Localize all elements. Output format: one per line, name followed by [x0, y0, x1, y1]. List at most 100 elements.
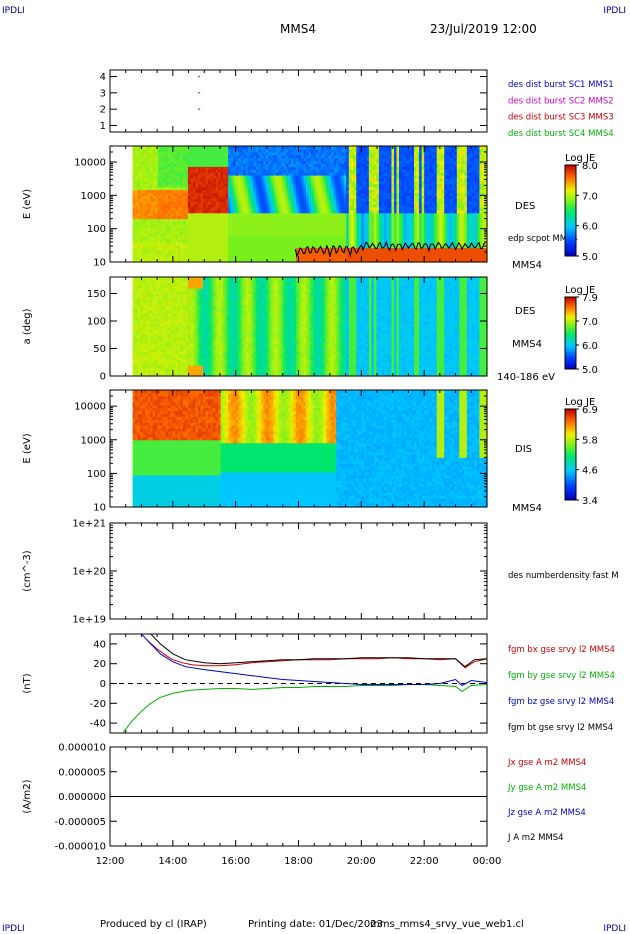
colorbar-tick-label: 6.9 — [582, 405, 598, 416]
y-tick-label: 0.000005 — [58, 767, 106, 778]
des-energy-ylabel: E (eV) — [22, 189, 33, 219]
corner-label-bl: IPDLI — [2, 924, 25, 934]
legend-entry: Jz gse A m2 MMS4 — [507, 808, 586, 818]
y-tick-label: 40 — [93, 639, 106, 650]
y-tick-label: 0 — [100, 372, 106, 383]
y-tick-label: 1000 — [81, 191, 106, 202]
corner-label-br: IPDLI — [603, 924, 626, 934]
des-energy-colorbar: Log JE8.0 7.0 6.0 5.0 — [564, 153, 598, 263]
y-tick-label: 100 — [87, 224, 106, 235]
legend-entry: fgm bt gse srvy l2 MMS4 — [508, 723, 613, 733]
panel-right-label: 140-186 eV — [497, 372, 555, 383]
y-tick-label: 1 — [100, 121, 106, 132]
y-tick-label: -40 — [90, 719, 106, 730]
current-ylabel: (A/m2) — [22, 779, 33, 813]
footer-produced-by: Produced by cl (IRAP) — [100, 919, 207, 930]
y-tick-label: -0.000010 — [55, 842, 106, 853]
y-tick-label: 0.000000 — [58, 792, 106, 803]
legend-entry: Jy gse A m2 MMS4 — [507, 783, 586, 793]
corner-label-tl: IPDLI — [2, 6, 25, 16]
x-tick-label: 16:00 — [221, 856, 250, 867]
panel-frame — [109, 69, 488, 133]
panel-right-label: DIS — [515, 444, 532, 455]
y-tick-label: 10000 — [74, 402, 106, 413]
legend-entry: des dist burst SC1 MMS1 — [508, 80, 614, 90]
y-tick-label: 100 — [87, 317, 106, 328]
corner-label-tr: IPDLI — [603, 6, 626, 16]
legend-entry: fgm by gse srvy l2 MMS4 — [508, 671, 615, 681]
colorbar-tick-label: 3.4 — [582, 496, 598, 507]
dis-energy-ylabel: E (eV) — [22, 433, 33, 463]
des-pitch-angle-spectrogram — [132, 277, 488, 377]
footer-file: mms_mms4_srvy_vue_web1.cl — [370, 919, 524, 930]
b-field-series-line — [122, 684, 487, 733]
y-tick-label: 4 — [100, 72, 106, 83]
panel-right-label: MMS4 — [512, 339, 542, 350]
colorbar-tick-label: 7.0 — [582, 191, 598, 202]
legend-entry: des dist burst SC3 MMS3 — [508, 113, 614, 123]
y-tick-label: 3 — [100, 88, 106, 99]
dis-energy-spectrogram — [132, 390, 488, 508]
y-tick-label: 10 — [93, 258, 106, 269]
y-tick-label: 2 — [100, 105, 106, 116]
panel-right-label: MMS4 — [512, 503, 542, 514]
colorbar-tick-label: 7.9 — [582, 293, 598, 304]
colorbar-tick-label: 5.8 — [582, 435, 598, 446]
page-title: MMS4 — [280, 22, 316, 36]
legend-entry: des dist burst SC2 MMS2 — [508, 96, 614, 106]
b-field-series-line — [141, 634, 487, 687]
spacecraft-potential-line — [294, 240, 486, 258]
legend-entry: J A m2 MMS4 — [507, 833, 564, 843]
y-tick-label: 1000 — [81, 435, 106, 446]
colorbar-tick-label: 8.0 — [582, 161, 598, 172]
burst-marker — [198, 108, 200, 110]
y-tick-label: 20 — [93, 659, 106, 670]
bfield-ylabel: (nT) — [22, 673, 33, 693]
x-tick-label: 18:00 — [284, 856, 313, 867]
dis-energy-colorbar: Log JE6.9 5.8 4.6 3.4 — [564, 397, 598, 507]
legend-entry: fgm bx gse srvy l2 MMS4 — [508, 645, 615, 655]
legend-entry: des dist burst SC4 MMS4 — [508, 129, 614, 139]
legend-entry: Jx gse A m2 MMS4 — [507, 758, 586, 768]
pitch-ylabel: a (deg) — [22, 308, 33, 344]
burst-marker — [198, 75, 200, 78]
colorbar-title: Log JE — [565, 397, 595, 408]
panel-frame — [109, 522, 488, 620]
b-field-series-line — [150, 634, 487, 668]
y-tick-label: 50 — [93, 344, 106, 355]
colorbar-tick-label: 6.0 — [582, 341, 598, 352]
x-tick-label: 22:00 — [410, 856, 439, 867]
y-tick-label: 0.000010 — [58, 743, 106, 754]
colorbar-title: Log JE — [565, 285, 595, 296]
y-tick-label: 1e+19 — [72, 615, 106, 626]
b-field-series-line — [147, 640, 487, 669]
x-tick-label: 00:00 — [473, 856, 502, 867]
y-tick-label: 10000 — [74, 158, 106, 169]
burst-marker — [198, 92, 200, 94]
date-time: 23/Jul/2019 12:00 — [430, 22, 537, 36]
colorbar-tick-label: 5.0 — [582, 365, 598, 376]
footer-printing-date: Printing date: 01/Dec/2023 — [248, 919, 384, 930]
colorbar-tick-label: 4.6 — [582, 466, 598, 477]
y-tick-label: 0 — [100, 679, 106, 690]
x-tick-label: 14:00 — [158, 856, 187, 867]
density-ylabel: (cm^-3) — [22, 550, 33, 591]
panel-right-label: edp scpot MMS4 — [508, 234, 578, 244]
y-tick-label: -20 — [90, 699, 106, 710]
panel-right-label: DES — [515, 306, 535, 317]
legend-entry: fgm bz gse srvy l2 MMS4 — [508, 697, 614, 707]
des-pitch-colorbar: Log JE7.9 7.0 6.0 5.0 — [564, 285, 598, 376]
y-tick-label: -0.000005 — [55, 817, 106, 828]
colorbar-tick-label: 7.0 — [582, 317, 598, 328]
x-tick-label: 12:00 — [96, 856, 125, 867]
colorbar-tick-label: 5.0 — [582, 252, 598, 263]
y-tick-label: 10 — [93, 503, 106, 514]
panel-right-label: MMS4 — [512, 260, 542, 271]
colorbar-title: Log JE — [565, 153, 595, 164]
y-tick-label: 1e+20 — [72, 567, 106, 578]
y-tick-label: 150 — [87, 289, 106, 300]
y-tick-label: 1e+21 — [72, 519, 106, 530]
panel-right-label: DES — [515, 201, 535, 212]
colorbar-tick-label: 6.0 — [582, 222, 598, 233]
